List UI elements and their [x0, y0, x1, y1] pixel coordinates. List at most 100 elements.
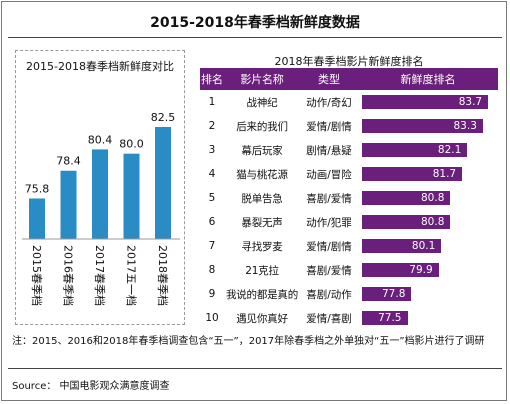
film-genre: 喜剧/爱情 — [306, 192, 352, 205]
rank-number: 8 — [208, 264, 216, 276]
left-chart-title: 2015-2018春季档新鲜度对比 — [26, 60, 174, 73]
score-value-label: 82.1 — [437, 144, 462, 156]
rank-number: 3 — [208, 144, 216, 156]
season-value-label: 78.4 — [56, 155, 81, 168]
header-genre: 类型 — [318, 73, 340, 86]
film-name: 脱单告急 — [241, 192, 283, 205]
film-genre: 动画/冒险 — [306, 168, 352, 181]
season-value-label: 80.4 — [88, 133, 113, 146]
score-bar: 83.3 — [362, 119, 483, 133]
header-freshness: 新鲜度排名 — [400, 73, 456, 86]
score-cell: 80.8 — [358, 186, 498, 210]
film-name: 21克拉 — [245, 264, 279, 277]
film-name: 暴裂无声 — [241, 216, 283, 229]
score-bar: 80.8 — [362, 215, 451, 229]
score-value-label: 80.8 — [421, 192, 445, 204]
film-genre: 动作/奇幻 — [306, 96, 352, 109]
ranking-row: 9 我说的都是真的 喜剧/动作 77.8 — [200, 282, 498, 306]
score-value-label: 80.1 — [411, 240, 436, 252]
rank-number: 10 — [205, 312, 219, 324]
ranking-row: 6 暴裂无声 动作/犯罪 80.8 — [200, 210, 498, 234]
score-cell: 83.3 — [358, 114, 498, 138]
ranking-row: 4 猫与桃花源 动画/冒险 81.7 — [200, 162, 498, 186]
score-value-label: 80.8 — [421, 216, 445, 228]
ranking-row: 1 战神纪 动作/奇幻 83.7 — [200, 90, 498, 114]
film-name: 幕后玩家 — [241, 144, 283, 157]
score-cell: 80.8 — [358, 210, 498, 234]
score-value-label: 77.5 — [378, 312, 402, 324]
ranking-row: 8 21克拉 喜剧/爱情 79.9 — [200, 258, 498, 282]
score-cell: 77.8 — [358, 282, 498, 306]
score-bar: 81.7 — [362, 167, 463, 181]
score-bar: 83.7 — [362, 95, 489, 109]
score-bar: 80.8 — [362, 191, 451, 205]
score-cell: 83.7 — [358, 90, 498, 114]
ranking-row: 7 寻找罗麦 爱情/剧情 80.1 — [200, 234, 498, 258]
rank-number: 1 — [208, 96, 216, 108]
ranking-row: 3 幕后玩家 剧情/悬疑 82.1 — [200, 138, 498, 162]
film-name: 寻找罗麦 — [241, 240, 283, 253]
score-bar: 80.1 — [362, 239, 442, 253]
season-category-label: 2016春季档 — [62, 245, 76, 306]
season-category-label: 2017五一档 — [125, 245, 139, 306]
season-category-label: 2017春季档 — [93, 245, 107, 306]
film-genre: 爱情/剧情 — [306, 240, 352, 253]
season-bar — [92, 149, 108, 239]
ranking-row: 10 遇见你真好 爱情/喜剧 77.5 — [200, 306, 498, 330]
left-chart-panel: 2015-2018春季档新鲜度对比 75.8 2015春季档 78.4 2016春季档… — [15, 50, 185, 325]
score-cell: 81.7 — [358, 162, 498, 186]
rank-number: 9 — [208, 288, 216, 300]
film-name: 猫与桃花源 — [236, 168, 288, 181]
season-freshness-bar-chart: 75.8 2015春季档 78.4 2016春季档 80.4 2017春季档 80.0 201… — [22, 111, 180, 306]
ranking-header-row: 排名 影片名称 类型 新鲜度排名 — [200, 68, 498, 90]
season-bar — [123, 153, 140, 239]
film-name: 我说的都是真的 — [225, 288, 299, 301]
rank-number: 4 — [208, 168, 216, 180]
ranking-table: 排名 影片名称 类型 新鲜度排名 1 战神纪 动作/奇幻 83.7 2 后来的我们 爱情/剧… — [200, 68, 498, 330]
season-value-label: 75.8 — [25, 182, 50, 195]
film-genre: 动作/犯罪 — [306, 216, 352, 229]
score-value-label: 83.3 — [453, 120, 477, 132]
source-text: Source： 中国电影观众满意度调查 — [12, 381, 170, 392]
score-value-label: 77.8 — [382, 288, 406, 300]
rank-number: 5 — [208, 192, 216, 204]
film-genre: 爱情/剧情 — [306, 120, 352, 133]
score-cell: 77.5 — [358, 306, 498, 330]
source-divider — [8, 368, 502, 369]
score-value-label: 81.7 — [432, 168, 457, 180]
header-rank: 排名 — [201, 73, 223, 86]
ranking-title: 2018年春季档影片新鲜度排名 — [274, 55, 424, 68]
header-film-name: 影片名称 — [240, 73, 284, 86]
season-bar — [155, 127, 171, 239]
film-genre: 喜剧/爱情 — [306, 264, 352, 277]
score-value-label: 83.7 — [458, 96, 483, 108]
season-bar — [29, 198, 45, 239]
rank-number: 2 — [208, 120, 216, 132]
rank-number: 6 — [208, 216, 216, 228]
score-bar: 79.9 — [362, 263, 439, 277]
season-value-label: 82.5 — [151, 111, 176, 124]
season-value-label: 80.0 — [119, 138, 144, 151]
film-name: 战神纪 — [246, 96, 278, 109]
film-name: 后来的我们 — [236, 120, 288, 133]
score-cell: 82.1 — [358, 138, 498, 162]
score-cell: 79.9 — [358, 258, 498, 282]
film-genre: 喜剧/动作 — [306, 288, 352, 301]
film-genre: 爱情/喜剧 — [306, 312, 352, 325]
score-cell: 80.1 — [358, 234, 498, 258]
film-genre: 剧情/悬疑 — [306, 144, 352, 157]
score-bar: 77.5 — [362, 311, 408, 325]
ranking-row: 2 后来的我们 爱情/剧情 83.3 — [200, 114, 498, 138]
film-name: 遇见你真好 — [236, 312, 288, 325]
season-bar — [60, 170, 77, 239]
score-value-label: 79.9 — [409, 264, 433, 276]
season-category-label: 2015春季档 — [30, 245, 44, 306]
rank-number: 7 — [208, 240, 216, 252]
main-title: 2015-2018年春季档新鲜度数据 — [150, 15, 360, 31]
score-bar: 77.8 — [362, 287, 412, 301]
title-divider — [8, 37, 502, 38]
ranking-rows: 1 战神纪 动作/奇幻 83.7 2 后来的我们 爱情/剧情 83.3 3 幕后玩家 剧情/悬疑 82… — [200, 90, 498, 330]
score-bar: 82.1 — [362, 143, 468, 157]
ranking-row: 5 脱单告急 喜剧/爱情 80.8 — [200, 186, 498, 210]
